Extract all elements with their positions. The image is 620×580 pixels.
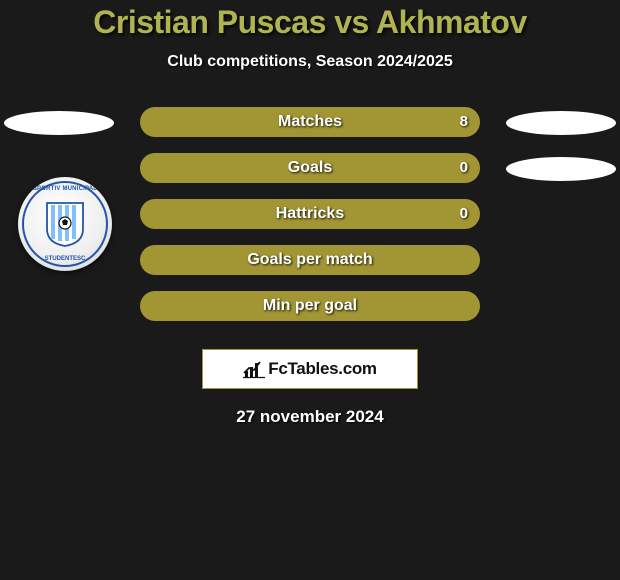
stat-bar: Goals 0 <box>140 153 480 183</box>
player-right-marker <box>506 157 616 181</box>
page-title: Cristian Puscas vs Akhmatov <box>0 4 620 41</box>
stat-rows: Matches8Goals0Hattricks0Goals per matchM… <box>0 111 620 341</box>
stat-label: Goals <box>288 153 332 183</box>
player-right-marker <box>506 111 616 135</box>
stat-label: Hattricks <box>276 199 344 229</box>
player-left-marker <box>4 111 114 135</box>
footer-brand-box: FcTables.com <box>202 349 418 389</box>
stat-label: Min per goal <box>263 291 357 321</box>
stat-row: Min per goal <box>0 295 620 341</box>
stat-label: Goals per match <box>247 245 372 275</box>
stat-row: Hattricks0 <box>0 203 620 249</box>
stat-value: 0 <box>460 199 468 229</box>
stat-row: Matches8 <box>0 111 620 157</box>
stat-value: 0 <box>460 153 468 183</box>
stat-label: Matches <box>278 107 342 137</box>
comparison-infographic: Cristian Puscas vs Akhmatov Club competi… <box>0 0 620 580</box>
date-text: 27 november 2024 <box>0 407 620 427</box>
stat-row: Goals per match <box>0 249 620 295</box>
stat-bar: Hattricks 0 <box>140 199 480 229</box>
stat-bar: Goals per match <box>140 245 480 275</box>
stat-bar: Min per goal <box>140 291 480 321</box>
stat-row: Goals0 <box>0 157 620 203</box>
stat-value: 8 <box>460 107 468 137</box>
stat-bar: Matches 8 <box>140 107 480 137</box>
subtitle: Club competitions, Season 2024/2025 <box>0 53 620 71</box>
footer-brand-text: FcTables.com <box>268 359 377 379</box>
chart-icon <box>243 359 265 379</box>
